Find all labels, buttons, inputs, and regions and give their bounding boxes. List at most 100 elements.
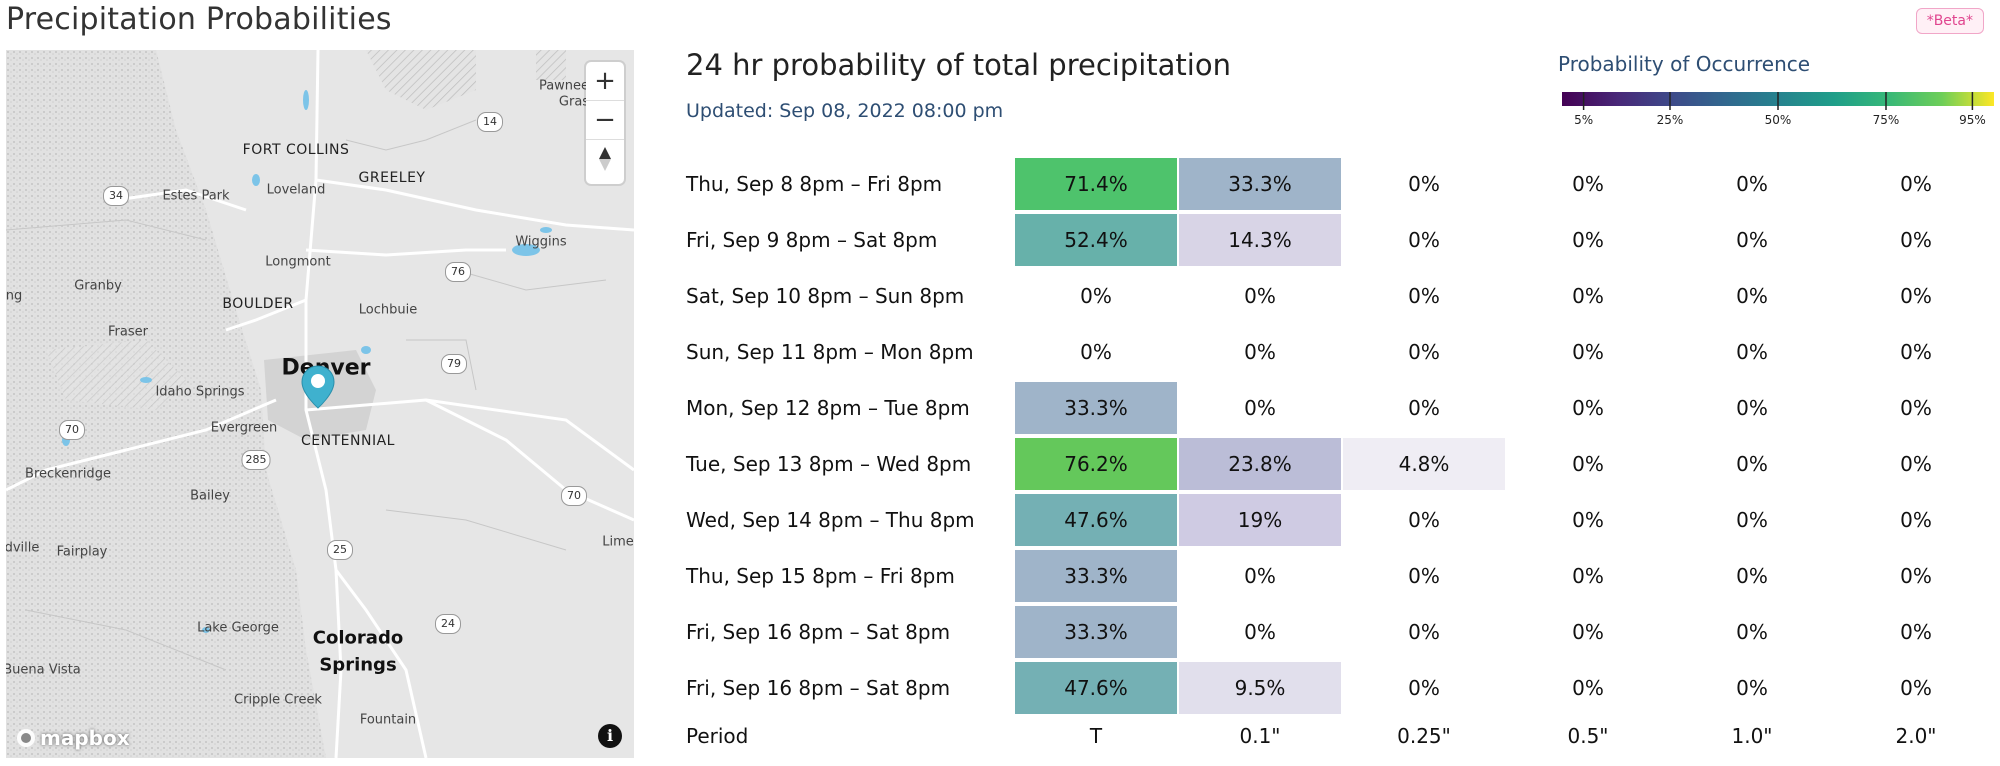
page-title: Precipitation Probabilities xyxy=(6,2,392,37)
probability-cell: 0% xyxy=(1572,396,1604,420)
map-label: Evergreen xyxy=(210,420,278,436)
probability-cell: 0% xyxy=(1244,340,1276,364)
probability-cell: 76.2% xyxy=(1015,438,1177,490)
probability-cell: 0% xyxy=(1572,452,1604,476)
mapbox-logo-text: mapbox xyxy=(40,726,130,750)
threshold-column-header: 0.25" xyxy=(1397,724,1451,748)
period-column-header: Period xyxy=(686,724,749,748)
probability-legend: 5% 25% 50% 75% 95% xyxy=(1562,92,1994,127)
probability-cell: 52.4% xyxy=(1015,214,1177,266)
legend-tick-label: 50% xyxy=(1765,113,1792,127)
map-label: Wiggins xyxy=(515,234,567,250)
updated-timestamp: Updated: Sep 08, 2022 08:00 pm xyxy=(686,100,1004,122)
table-row: Mon, Sep 12 8pm – Tue 8pm 33.3% 0% 0% 0% 0% 0% xyxy=(686,382,1986,434)
map-label: Fairplay xyxy=(56,544,108,560)
probability-cell: 0% xyxy=(1080,340,1112,364)
probability-cell: 0% xyxy=(1900,396,1932,420)
compass-button[interactable] xyxy=(586,146,624,184)
table-row: Sat, Sep 10 8pm – Sun 8pm 0% 0% 0% 0% 0% 0% xyxy=(686,270,1986,322)
period-label: Thu, Sep 8 8pm – Fri 8pm xyxy=(686,172,943,196)
probability-cell: 9.5% xyxy=(1179,662,1341,714)
mapbox-logo[interactable]: mapbox xyxy=(16,726,130,750)
map-label: Lake George xyxy=(197,620,279,636)
map-label: Bailey xyxy=(190,488,230,504)
probability-cell: 0% xyxy=(1408,620,1440,644)
legend-title: Probability of Occurrence xyxy=(1558,52,1811,76)
map-label: Buena Vista xyxy=(6,662,81,678)
probability-cell: 0% xyxy=(1408,508,1440,532)
route-shield: 14 xyxy=(477,112,503,132)
map-label: Lochbuie xyxy=(358,302,418,318)
period-label: Mon, Sep 12 8pm – Tue 8pm xyxy=(686,396,970,420)
probability-cell: 0% xyxy=(1244,620,1276,644)
map-label: Granby xyxy=(74,278,122,294)
map-label: FORT COLLINS xyxy=(242,142,350,158)
map-label: Fraser xyxy=(108,324,148,340)
map-view[interactable]: FORT COLLINS GREELEY Estes Park Loveland Lon… xyxy=(6,50,634,758)
table-row: Thu, Sep 8 8pm – Fri 8pm 71.4% 33.3% 0% 0% 0%… xyxy=(686,158,1986,210)
probability-cell: 33.3% xyxy=(1015,606,1177,658)
probability-cell: 0% xyxy=(1572,564,1604,588)
period-label: Wed, Sep 14 8pm – Thu 8pm xyxy=(686,508,975,532)
probability-cell: 0% xyxy=(1900,508,1932,532)
probability-cell: 47.6% xyxy=(1015,662,1177,714)
probability-cell: 0% xyxy=(1736,508,1768,532)
map-label: BOULDER xyxy=(222,296,294,312)
probability-cell: 0% xyxy=(1408,564,1440,588)
probability-cell: 0% xyxy=(1900,340,1932,364)
threshold-column-header: 0.1" xyxy=(1239,724,1281,748)
probability-cell: 0% xyxy=(1900,172,1932,196)
probability-cell: 0% xyxy=(1408,676,1440,700)
period-label: Sun, Sep 11 8pm – Mon 8pm xyxy=(686,340,974,364)
probability-cell: 0% xyxy=(1900,564,1932,588)
mapbox-logo-icon xyxy=(17,729,35,747)
probability-cell: 0% xyxy=(1736,620,1768,644)
probability-cell: 0% xyxy=(1900,452,1932,476)
probability-cell: 19% xyxy=(1179,494,1341,546)
table-row: Fri, Sep 9 8pm – Sat 8pm 52.4% 14.3% 0% 0% 0%… xyxy=(686,214,1986,266)
route-shield: 24 xyxy=(435,614,461,634)
legend-tick-label: 95% xyxy=(1959,113,1986,127)
map-label: Pawnee xyxy=(538,78,590,94)
map-basemap xyxy=(6,50,634,758)
map-controls: + − xyxy=(586,62,624,184)
route-shield: 285 xyxy=(241,450,271,470)
probability-cell: 0% xyxy=(1408,396,1440,420)
probability-cell: 47.6% xyxy=(1015,494,1177,546)
probability-cell: 0% xyxy=(1572,284,1604,308)
probability-cell: 33.3% xyxy=(1015,550,1177,602)
map-label: dville xyxy=(6,540,40,556)
map-label: Lime xyxy=(602,534,634,550)
zoom-in-button[interactable]: + xyxy=(586,62,624,101)
info-icon[interactable]: i xyxy=(598,724,622,748)
probability-cell: 0% xyxy=(1736,340,1768,364)
probability-cell: 33.3% xyxy=(1179,158,1341,210)
map-label: Gras xyxy=(558,94,590,110)
probability-cell: 0% xyxy=(1736,284,1768,308)
probability-cell: 14.3% xyxy=(1179,214,1341,266)
probability-cell: 0% xyxy=(1244,396,1276,420)
map-label: CENTENNIAL xyxy=(301,433,395,449)
probability-cell: 0% xyxy=(1572,228,1604,252)
route-shield: 34 xyxy=(103,186,129,206)
route-shield: 70 xyxy=(59,420,85,440)
column-header-row: Period T 0.1" 0.25" 0.5" 1.0" 2.0" xyxy=(686,718,1986,754)
map-label: Longmont xyxy=(265,254,331,270)
threshold-column-header: 1.0" xyxy=(1731,724,1773,748)
map-label: Springs xyxy=(319,654,397,676)
map-label: Breckenridge xyxy=(25,466,111,482)
period-label: Sat, Sep 10 8pm – Sun 8pm xyxy=(686,284,965,308)
threshold-column-header: T xyxy=(1089,724,1103,748)
probability-cell: 0% xyxy=(1408,228,1440,252)
route-shield: 79 xyxy=(441,354,467,374)
probability-cell: 23.8% xyxy=(1179,438,1341,490)
map-label: Cripple Creek xyxy=(234,692,322,708)
zoom-out-button[interactable]: − xyxy=(586,101,624,140)
map-label: GREELEY xyxy=(358,170,426,186)
period-label: Fri, Sep 16 8pm – Sat 8pm xyxy=(686,620,951,644)
chart-title: 24 hr probability of total precipitation xyxy=(686,48,1231,82)
threshold-column-header: 0.5" xyxy=(1567,724,1609,748)
route-shield: 76 xyxy=(445,262,471,282)
location-pin-icon[interactable] xyxy=(300,364,336,410)
probability-cell: 71.4% xyxy=(1015,158,1177,210)
